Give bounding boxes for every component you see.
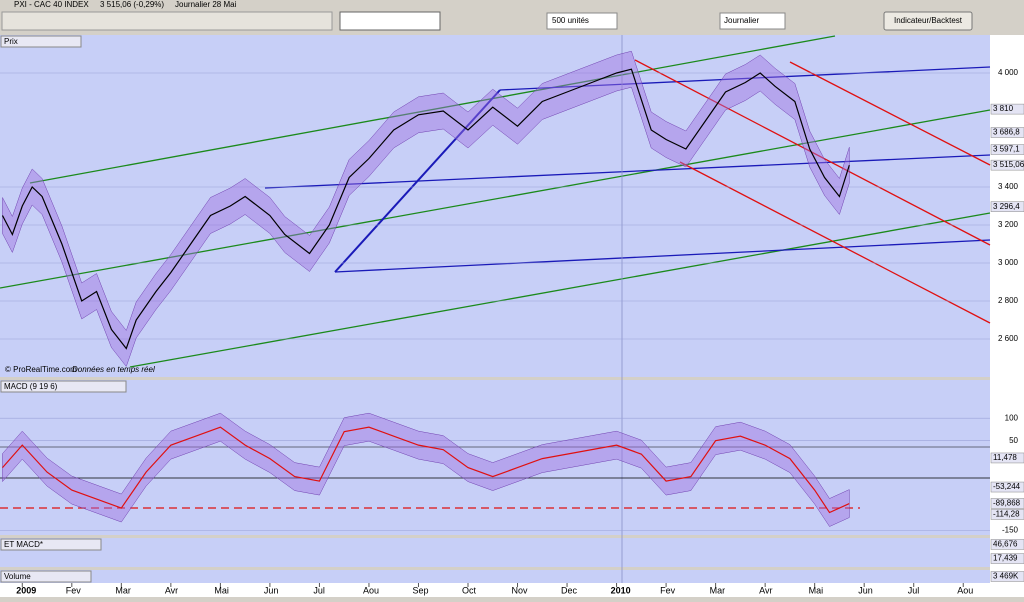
value-box [990,571,1024,582]
value-label: -89,868 [993,499,1021,508]
y-tick-label: 3 200 [998,220,1019,229]
value-box [990,509,1024,520]
value-box [990,553,1024,564]
time-axis [0,583,1024,597]
x-tick-label: Mai [214,585,229,595]
panel-label-box [0,538,102,551]
x-tick-label: Jun [264,585,279,595]
price-panel [0,35,990,377]
panel-label-box [0,380,127,393]
x-tick-label: Avr [759,585,772,595]
value-box [990,159,1024,171]
x-tick-label: Jul [908,585,920,595]
value-box [990,452,1024,464]
series-line [2,426,850,514]
y-tick-label: 100 [1005,413,1019,422]
value-box [990,144,1024,155]
value-box [990,201,1024,212]
footnote-status: Données en temps réel [72,365,155,374]
series-line [1,68,850,350]
value-label: 3 296,4 [993,202,1020,211]
x-tick-label: Aou [957,585,973,595]
value-label: 3 515,06 [993,160,1024,169]
x-tick-label: Oct [462,585,477,595]
interval-select[interactable] [719,12,786,30]
x-tick-label: Jun [858,585,873,595]
x-tick-label: Aou [363,585,379,595]
x-tick-label: 2010 [611,585,631,595]
y-tick-label: 3 400 [998,182,1019,191]
y-tick-label: 4 000 [998,68,1019,77]
x-tick-label: Fev [660,585,676,595]
y-tick-label: 2 600 [998,334,1019,343]
symbol: PXI - CAC 40 INDEX [14,0,89,9]
value-label: 3 686,8 [993,128,1020,137]
x-tick-label: Fev [66,585,82,595]
x-tick-label: Avr [165,585,178,595]
units-select[interactable] [546,12,618,30]
x-tick-label: Dec [561,585,578,595]
x-tick-label: Mai [809,585,824,595]
quote: 3 515,06 (-0,29%) [100,0,164,9]
x-tick-label: Jul [313,585,325,595]
bollinger-band [2,412,850,527]
trend-lines [0,35,991,583]
volume-panel [0,570,990,583]
value-box [990,539,1024,550]
value-box [990,481,1024,493]
period: Journalier 28 Mai [175,0,237,9]
value-label: 46,676 [993,540,1018,549]
panel-label-box [0,570,92,583]
value-label: -114,28 [993,510,1020,519]
value-label: 11,478 [993,453,1017,462]
value-label: 3 810 [993,104,1014,113]
x-tick-label: 2009 [16,585,36,595]
x-tick-label: Mar [115,585,131,595]
y-tick-label: -150 [1002,526,1019,535]
backtest-button[interactable] [883,11,973,31]
value-box [990,127,1024,138]
units-text: 500 unités [552,16,589,25]
x-tick-label: Sep [412,585,428,595]
value-label: 3 469K [993,572,1019,581]
macd-panel [0,380,990,535]
toolbar-icons [1,11,441,31]
x-tick-label: Mar [710,585,726,595]
interval-text: Journalier [724,16,759,25]
value-label: 3 597,1 [993,145,1020,154]
panel-label: Prix [4,37,18,46]
value-box [990,103,1024,115]
panel-label: MACD (9 19 6) [4,382,58,391]
y-tick-label: 50 [1009,436,1018,445]
y-tick-label: 3 000 [998,258,1019,267]
value-label: -53,244 [993,482,1021,491]
footnote: © ProRealTime.com [5,365,77,374]
value-box [990,498,1024,509]
x-tick-label: Nov [512,585,529,595]
panel-label: ET MACD* [4,540,43,549]
y-tick-label: 2 800 [998,296,1019,305]
et-panel [0,538,990,567]
panel-label-box [0,35,82,48]
value-label: 17,439 [993,554,1018,563]
panel-label: Volume [4,572,31,581]
backtest-text: Indicateur/Backtest [894,16,963,25]
